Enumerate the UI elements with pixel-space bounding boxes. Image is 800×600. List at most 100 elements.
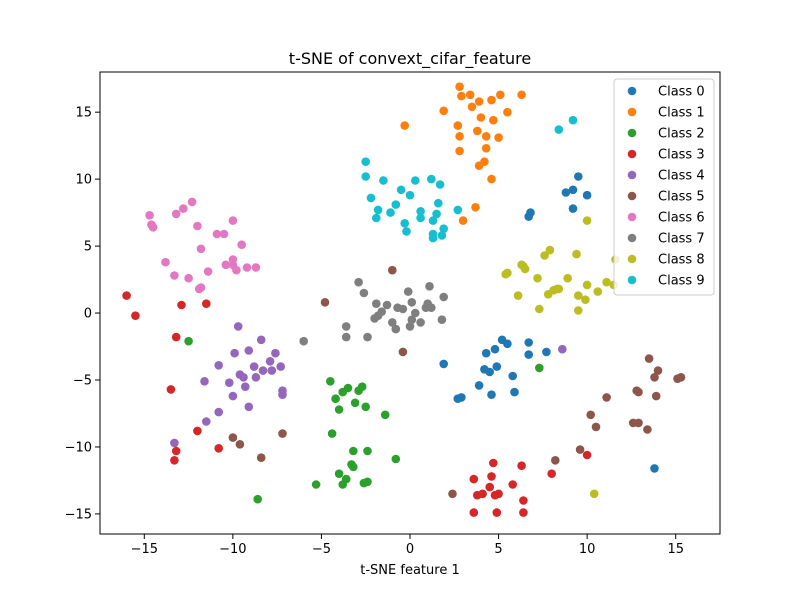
data-point	[230, 348, 239, 358]
legend-marker	[627, 212, 637, 222]
legend-marker	[627, 86, 637, 96]
data-point	[202, 299, 211, 309]
data-point	[535, 304, 544, 314]
data-point	[572, 249, 581, 259]
legend-label: Class 5	[658, 190, 705, 205]
data-point	[568, 185, 578, 195]
data-point	[359, 288, 369, 298]
data-point	[508, 371, 517, 381]
legend-marker	[627, 107, 637, 117]
data-point	[214, 361, 223, 370]
data-point	[350, 398, 360, 408]
legend-marker	[627, 149, 637, 159]
data-point	[434, 198, 443, 208]
data-point	[416, 213, 425, 223]
data-point	[237, 240, 246, 249]
data-point	[602, 277, 611, 287]
data-point	[202, 417, 211, 426]
data-point	[492, 362, 502, 371]
data-point	[552, 284, 562, 294]
data-point	[388, 318, 397, 327]
data-point	[453, 205, 463, 215]
data-point	[508, 480, 517, 489]
x-tick-label: 0	[406, 542, 414, 557]
data-point	[474, 97, 484, 106]
data-point	[453, 121, 463, 130]
data-point	[425, 282, 434, 291]
data-point	[179, 204, 188, 213]
legend-label: Class 6	[658, 211, 705, 226]
series-class-1	[400, 82, 526, 225]
data-point	[653, 366, 663, 375]
data-point	[513, 291, 523, 300]
data-point	[338, 480, 348, 489]
data-point	[487, 472, 496, 481]
data-point	[473, 490, 482, 500]
x-tick-label: −15	[131, 542, 158, 557]
legend-marker	[627, 233, 637, 243]
data-point	[372, 213, 381, 223]
series-class-5	[228, 265, 686, 499]
x-tick-label: 10	[579, 542, 596, 557]
data-point	[122, 291, 131, 300]
data-point	[170, 456, 179, 465]
data-point	[363, 477, 372, 487]
data-point	[256, 453, 266, 463]
data-point	[363, 446, 372, 456]
data-point	[244, 346, 254, 355]
data-point	[203, 267, 213, 276]
data-point	[170, 271, 179, 280]
y-tick-label: −5	[73, 374, 92, 389]
data-point	[271, 348, 280, 358]
data-point	[416, 318, 425, 327]
data-point	[320, 298, 330, 307]
data-point	[490, 490, 500, 500]
data-point	[338, 387, 348, 397]
series-class-2	[184, 336, 544, 504]
data-point	[194, 284, 204, 294]
data-point	[407, 298, 417, 307]
data-point	[396, 185, 406, 195]
data-point	[487, 95, 496, 105]
legend-marker	[627, 254, 637, 264]
data-point	[405, 190, 415, 200]
data-point	[427, 303, 436, 313]
data-point	[200, 377, 209, 386]
data-point	[373, 205, 383, 215]
data-point	[391, 200, 401, 209]
data-point	[228, 433, 238, 442]
data-point	[407, 315, 417, 325]
data-point	[524, 338, 533, 347]
data-point	[148, 223, 158, 232]
data-point	[370, 314, 379, 323]
y-tick-label: 10	[75, 173, 92, 188]
data-point	[361, 402, 371, 412]
data-point	[517, 90, 526, 100]
data-point	[634, 387, 643, 397]
data-point	[214, 407, 223, 417]
data-point	[439, 292, 449, 302]
data-point	[481, 348, 491, 358]
legend-label: Class 1	[658, 106, 705, 121]
x-tick-label: 5	[494, 542, 502, 557]
data-point	[428, 233, 438, 243]
data-point	[349, 462, 358, 472]
data-point	[354, 277, 363, 287]
data-point	[487, 174, 496, 184]
data-point	[586, 410, 595, 420]
data-point	[334, 405, 344, 414]
data-point	[166, 385, 176, 394]
data-point	[651, 391, 661, 401]
data-point	[535, 363, 544, 373]
data-point	[520, 264, 530, 274]
data-point	[225, 378, 234, 388]
data-point	[244, 402, 254, 412]
data-point	[341, 332, 351, 342]
data-point	[388, 265, 397, 275]
data-point	[391, 324, 401, 334]
data-point	[474, 381, 484, 390]
data-point	[400, 121, 410, 130]
data-point	[574, 172, 583, 181]
data-point	[485, 367, 495, 377]
data-point	[398, 347, 408, 357]
